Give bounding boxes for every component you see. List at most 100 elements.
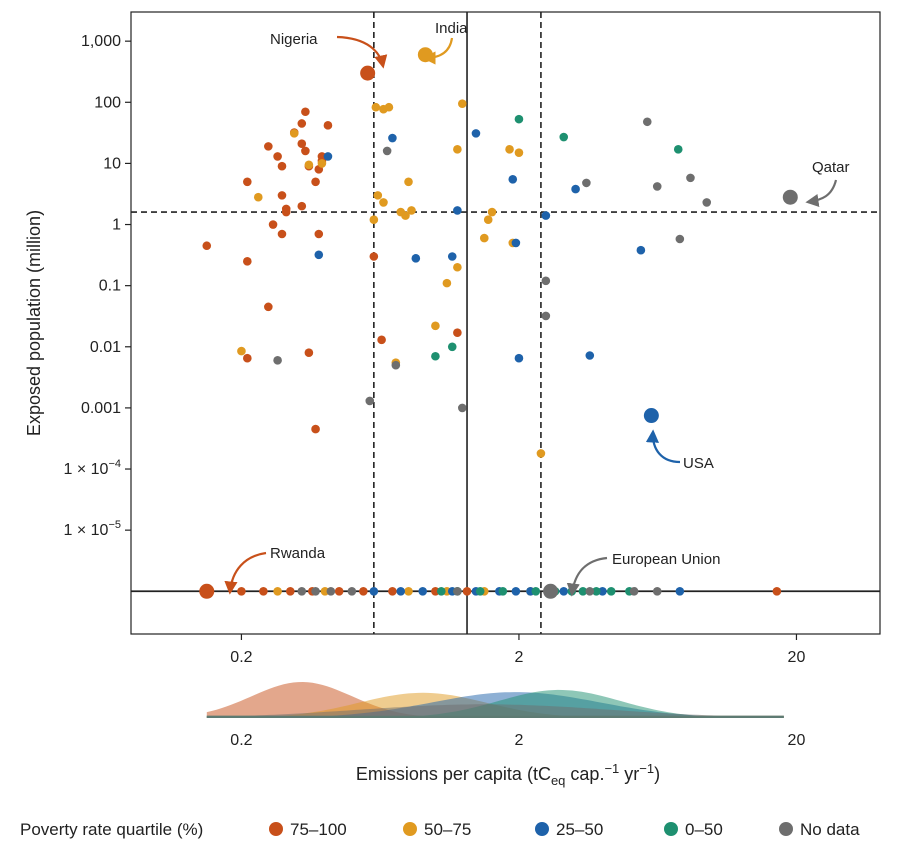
point-75-100-26 bbox=[304, 348, 314, 358]
density-x-tick-label-0: 0.2 bbox=[230, 732, 252, 749]
point-0-50-13 bbox=[592, 586, 601, 596]
x-tick-label-2: 20 bbox=[788, 649, 806, 666]
legend-label-50-75: 50–75 bbox=[424, 820, 471, 839]
point-no-data-17 bbox=[453, 586, 462, 596]
point-50-75-26 bbox=[431, 321, 440, 331]
point-no-data-4 bbox=[458, 403, 467, 413]
point-75-100-16 bbox=[297, 201, 307, 211]
label-qatar: Qatar bbox=[812, 159, 850, 176]
point-25-50-6 bbox=[471, 129, 481, 138]
legend-marker-25-50 bbox=[535, 822, 549, 836]
point-75-100-7 bbox=[277, 191, 287, 200]
legend: Poverty rate quartile (%) 75–100 50–75 25–5… bbox=[20, 820, 860, 839]
point-75-100-29 bbox=[377, 335, 386, 345]
point-50-75-19 bbox=[487, 207, 497, 217]
point-no-data-8 bbox=[642, 117, 652, 127]
point-25-50-3 bbox=[411, 254, 421, 263]
point-0-50-14 bbox=[606, 586, 616, 596]
annotations: Nigeria India Qatar USA Rwanda European Union bbox=[224, 20, 850, 597]
point-50-75-4 bbox=[317, 159, 327, 168]
point-no-data-11 bbox=[702, 198, 712, 207]
point-75-100-4 bbox=[264, 142, 273, 151]
point-no-data-1 bbox=[365, 396, 375, 406]
point-no-data-0 bbox=[273, 356, 282, 365]
point-25-50-0 bbox=[323, 152, 333, 161]
point-50-75-10 bbox=[379, 198, 388, 207]
point-25-50-23 bbox=[598, 586, 607, 596]
point-25-50-20 bbox=[511, 586, 521, 596]
point-50-75-0 bbox=[253, 192, 263, 202]
point-no-data-19 bbox=[629, 586, 639, 596]
point-25-50-16 bbox=[418, 586, 428, 596]
legend-label-no-data: No data bbox=[800, 820, 860, 839]
point-no-data-14 bbox=[311, 586, 320, 596]
point-0-50-8 bbox=[498, 586, 508, 596]
point-75-100-27 bbox=[243, 353, 252, 363]
point-no-data-2 bbox=[382, 146, 392, 156]
label-nigeria: Nigeria bbox=[270, 31, 318, 48]
point-25-50-24 bbox=[675, 586, 685, 596]
y-tick-label-3: 1 bbox=[112, 217, 121, 234]
point-75-100-36 bbox=[334, 586, 344, 596]
arrow-european-union bbox=[566, 556, 608, 597]
point-75-100-32 bbox=[237, 586, 246, 596]
density-x-tick-label-2: 20 bbox=[788, 732, 806, 749]
point-no-data-5 bbox=[541, 276, 551, 286]
arrow-rwanda bbox=[224, 551, 267, 595]
point-75-100-19 bbox=[311, 177, 320, 187]
point-75-100-23 bbox=[314, 229, 324, 239]
point-0-50-1 bbox=[447, 342, 457, 352]
point-75-100-28 bbox=[369, 252, 379, 261]
point-25-50-11 bbox=[571, 184, 580, 194]
point-no-data-10 bbox=[686, 173, 695, 183]
point-0-50-0 bbox=[431, 351, 440, 361]
point-50-75-17 bbox=[453, 262, 462, 272]
highlight-point-rwanda bbox=[199, 583, 215, 599]
point-no-data-18 bbox=[585, 586, 595, 596]
point-0-50-2 bbox=[514, 114, 524, 124]
highlight-point-european-union bbox=[543, 583, 559, 599]
legend-marker-75-100 bbox=[269, 822, 283, 836]
point-0-50-3 bbox=[559, 132, 569, 142]
point-75-100-25 bbox=[323, 121, 333, 130]
highlight-point-india bbox=[417, 47, 433, 63]
y-tick-label-5: 0.01 bbox=[90, 339, 121, 356]
legend-label-0-50: 0–50 bbox=[685, 820, 723, 839]
point-50-75-8 bbox=[369, 215, 379, 224]
point-25-50-5 bbox=[453, 206, 462, 215]
point-25-50-9 bbox=[514, 353, 524, 363]
highlight-point-usa bbox=[643, 408, 659, 424]
point-75-100-1 bbox=[243, 257, 252, 266]
plot-border bbox=[130, 11, 881, 635]
point-no-data-16 bbox=[347, 586, 357, 596]
point-75-100-30 bbox=[453, 328, 462, 337]
point-75-100-33 bbox=[259, 586, 268, 596]
point-0-50-5 bbox=[436, 586, 446, 596]
point-50-75-5 bbox=[371, 102, 381, 112]
point-50-75-30 bbox=[404, 586, 413, 596]
point-50-75-20 bbox=[483, 215, 493, 224]
x-axis-title: Emissions per capita (tCeq cap.−1 yr−1) bbox=[356, 761, 660, 788]
axes: 1,000 100 10 1 0.1 0.01 0.001 1 × 10−4 1 × 10−5 0… bbox=[24, 33, 805, 788]
legend-marker-no-data bbox=[779, 822, 793, 836]
y-axis-title: Exposed population (million) bbox=[24, 210, 44, 436]
point-50-75-14 bbox=[407, 206, 416, 215]
plot-frame bbox=[130, 11, 881, 635]
point-25-50-14 bbox=[369, 586, 379, 596]
point-50-75-15 bbox=[442, 278, 452, 288]
point-25-50-4 bbox=[447, 252, 457, 261]
y-tick-label-1: 100 bbox=[94, 94, 121, 111]
arrow-qatar bbox=[805, 179, 838, 208]
point-75-100-5 bbox=[273, 152, 282, 161]
point-75-100-18 bbox=[301, 107, 310, 117]
point-50-75-18 bbox=[458, 99, 467, 108]
point-50-75-1 bbox=[237, 346, 246, 356]
point-75-100-24 bbox=[311, 424, 320, 434]
density-strip bbox=[206, 682, 784, 718]
point-no-data-20 bbox=[652, 586, 662, 596]
legend-title: Poverty rate quartile (%) bbox=[20, 820, 203, 839]
label-usa: USA bbox=[683, 455, 714, 472]
point-no-data-3 bbox=[391, 360, 401, 370]
point-25-50-10 bbox=[541, 211, 551, 220]
